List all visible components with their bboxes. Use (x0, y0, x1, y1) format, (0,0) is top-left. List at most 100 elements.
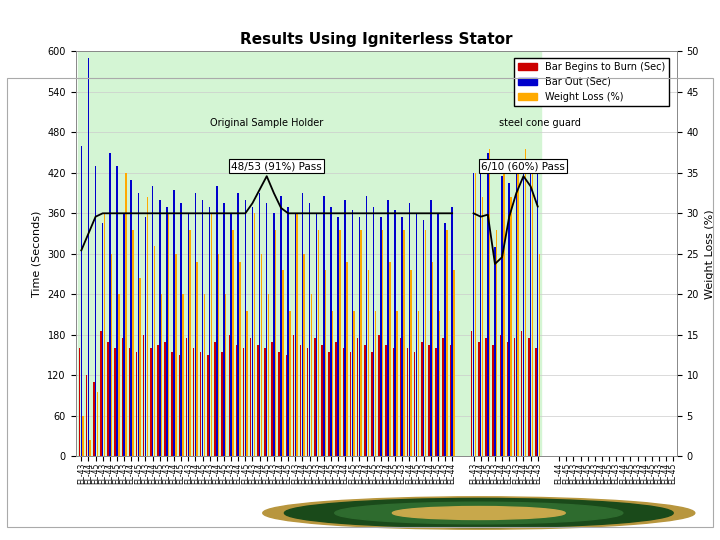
Bar (122, 338, 123, 456)
Bar (228, 335, 230, 456)
Bar (129, 348, 130, 456)
Circle shape (263, 497, 695, 529)
Bar (168, 213, 169, 456)
Bar (487, 152, 489, 456)
Bar (207, 355, 209, 456)
Bar (387, 200, 389, 456)
Bar (528, 338, 529, 456)
Bar (537, 166, 539, 456)
Bar (145, 217, 146, 456)
Bar (309, 203, 310, 456)
Bar (130, 179, 132, 456)
Bar (336, 341, 337, 456)
Bar (514, 338, 516, 456)
Bar (250, 338, 251, 456)
Bar (216, 186, 217, 456)
Bar (159, 200, 161, 456)
Bar (271, 341, 273, 456)
Bar (415, 213, 418, 456)
Bar (238, 193, 239, 456)
Bar (202, 200, 203, 456)
Bar (111, 254, 112, 456)
Bar (232, 230, 233, 456)
Text: 6/10 (60%) Pass: 6/10 (60%) Pass (481, 161, 564, 171)
Bar (132, 230, 134, 456)
Bar (371, 352, 373, 456)
Bar (330, 206, 332, 456)
Bar (280, 197, 282, 456)
Bar (350, 352, 351, 456)
Bar (243, 348, 244, 456)
Bar (361, 230, 362, 456)
Bar (209, 206, 210, 456)
Bar (252, 206, 253, 456)
Bar (503, 173, 505, 456)
Bar (107, 341, 109, 456)
Bar (439, 310, 441, 456)
Bar (346, 262, 348, 456)
Bar (147, 197, 148, 456)
Text: 48/53 (91%) Pass: 48/53 (91%) Pass (231, 161, 322, 171)
Bar (136, 352, 138, 456)
Bar (485, 338, 487, 456)
Bar (114, 348, 116, 456)
Bar (275, 230, 276, 456)
Bar (193, 348, 194, 456)
Bar (200, 352, 202, 456)
Bar (140, 278, 141, 456)
Bar (125, 173, 127, 456)
Bar (307, 348, 308, 456)
Bar (187, 213, 189, 456)
Bar (152, 186, 153, 456)
Bar (104, 213, 105, 456)
Bar (337, 217, 339, 456)
Bar (88, 58, 89, 456)
Bar (524, 148, 526, 456)
Bar (378, 335, 379, 456)
Bar (204, 294, 205, 456)
Bar (492, 345, 494, 456)
Bar (100, 332, 102, 456)
Bar (489, 148, 490, 456)
Bar (314, 338, 315, 456)
Y-axis label: Weight Loss (%): Weight Loss (%) (705, 209, 714, 299)
Text: steel cone guard: steel cone guard (498, 118, 580, 127)
Bar (189, 230, 191, 456)
Bar (166, 206, 168, 456)
Bar (389, 262, 390, 456)
Bar (500, 335, 501, 456)
Bar (518, 173, 519, 456)
Bar (501, 176, 503, 456)
Bar (507, 341, 508, 456)
Bar (351, 210, 353, 456)
Bar (516, 166, 517, 456)
Bar (297, 213, 298, 456)
Bar (235, 345, 237, 456)
Bar (261, 254, 262, 456)
Bar (150, 348, 152, 456)
Bar (396, 310, 397, 456)
Legend: Bar Begins to Burn (Sec), Bar Out (Sec), Weight Loss (%): Bar Begins to Burn (Sec), Bar Out (Sec),… (513, 58, 669, 106)
Bar (266, 203, 267, 456)
Text: Federal Aviation
Administration: Federal Aviation Administration (544, 496, 652, 524)
Bar (414, 352, 415, 456)
Bar (302, 193, 303, 456)
Bar (510, 197, 512, 456)
Bar (428, 345, 430, 456)
Bar (221, 352, 223, 456)
Bar (323, 197, 325, 456)
Bar (225, 294, 227, 456)
Bar (332, 310, 333, 456)
Bar (186, 338, 187, 456)
Bar (289, 310, 291, 456)
Bar (407, 348, 408, 456)
Bar (109, 152, 111, 456)
Bar (344, 200, 346, 456)
Bar (316, 213, 318, 456)
Bar (425, 230, 426, 456)
Bar (116, 166, 117, 456)
Bar (423, 220, 424, 456)
Bar (357, 338, 359, 456)
Bar (402, 217, 403, 456)
Bar (171, 352, 173, 456)
